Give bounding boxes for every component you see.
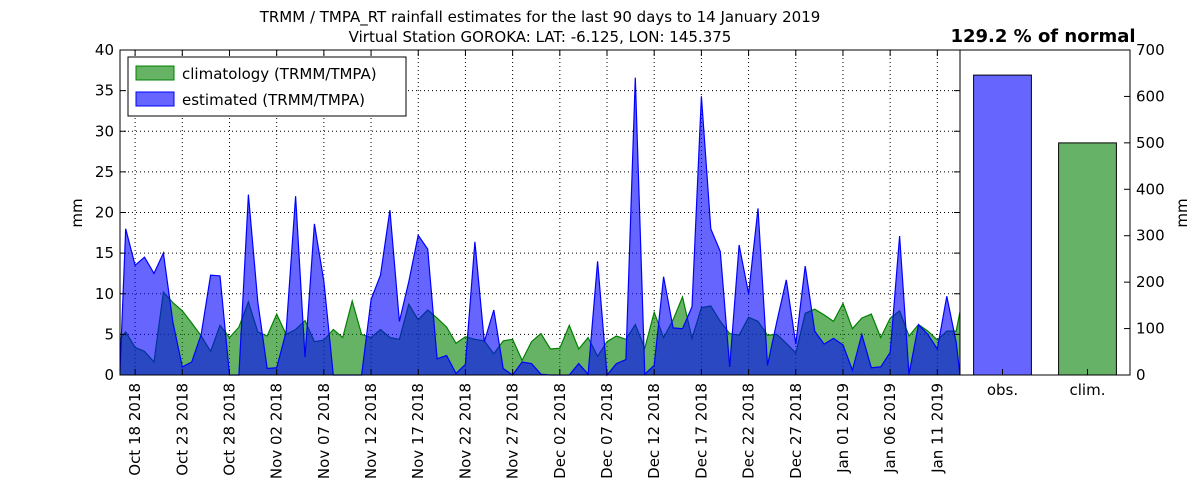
y-tick-label: 30: [95, 122, 114, 140]
bar-y-tick-label: 700: [1136, 41, 1165, 59]
estimated-area: [120, 77, 960, 375]
bar-observed: [973, 74, 1032, 376]
y-tick-label: 15: [95, 244, 114, 262]
bar-y-tick-label: 300: [1136, 227, 1165, 245]
bar-x-tick-label: clim.: [1070, 381, 1106, 399]
chart-title: TRMM / TMPA_RT rainfall estimates for th…: [259, 8, 821, 27]
y-tick-label: 20: [95, 204, 114, 222]
legend-label-climatology: climatology (TRMM/TMPA): [182, 65, 377, 83]
bar-climatology: [1058, 142, 1117, 376]
x-tick-label: Dec 12 2018: [645, 383, 663, 479]
bar-y-tick-label: 0: [1136, 366, 1146, 384]
x-tick-label: Dec 07 2018: [598, 383, 616, 479]
main-xticks: Oct 18 2018 Oct 23 2018 Oct 28 2018 Nov 02 …: [126, 50, 946, 479]
bar-bars: [973, 74, 1117, 376]
x-tick-label: Dec 27 2018: [787, 383, 805, 479]
legend-swatch-estimated: [135, 91, 175, 107]
main-y-axis-label: mm: [68, 198, 86, 227]
x-tick-label: Nov 02 2018: [268, 383, 286, 479]
x-tick-label: Jan 06 2019: [881, 383, 899, 474]
chart-subtitle: Virtual Station GOROKA: LAT: -6.125, LON…: [349, 28, 732, 46]
y-tick-label: 5: [104, 325, 114, 343]
x-tick-label: Nov 27 2018: [504, 383, 522, 479]
bar-y-axis-label: mm: [1173, 198, 1191, 227]
x-tick-label: Oct 23 2018: [173, 383, 191, 476]
x-tick-label: Nov 12 2018: [362, 383, 380, 479]
bar-y-tick-label: 600: [1136, 87, 1165, 105]
main-yticks: 0 5 10 15 20 25 30 35 40: [95, 41, 960, 384]
x-tick-label: Nov 22 2018: [456, 383, 474, 479]
x-tick-label: Nov 17 2018: [409, 383, 427, 479]
x-tick-label: Jan 01 2019: [834, 383, 852, 474]
bar-y-tick-label: 100: [1136, 320, 1165, 338]
x-tick-label: Dec 02 2018: [551, 383, 569, 479]
main-areas: [119, 77, 961, 377]
x-tick-label: Nov 07 2018: [315, 383, 333, 479]
bar-y-tick-label: 200: [1136, 273, 1165, 291]
x-tick-label: Dec 22 2018: [740, 383, 758, 479]
y-tick-label: 0: [104, 366, 114, 384]
bar-yticks: 0 100 200 300 400 500 600 700: [1124, 41, 1165, 384]
x-tick-label: Jan 11 2019: [928, 383, 946, 474]
x-tick-label: Oct 28 2018: [220, 383, 238, 476]
bar-plot: 0 100 200 300 400 500 600 700 obs. clim. mm: [959, 41, 1191, 399]
y-tick-label: 10: [95, 285, 114, 303]
legend-label-estimated: estimated (TRMM/TMPA): [182, 91, 365, 109]
bar-y-tick-label: 500: [1136, 134, 1165, 152]
estimated-line: [119, 77, 961, 377]
bar-xticks: obs. clim.: [987, 369, 1106, 399]
bar-x-tick-label: obs.: [987, 381, 1018, 399]
legend-swatch-climatology: [135, 65, 175, 81]
y-tick-label: 40: [95, 41, 114, 59]
x-tick-label: Oct 18 2018: [126, 383, 144, 476]
percent-of-normal: 129.2 % of normal: [950, 26, 1135, 47]
bar-y-tick-label: 400: [1136, 180, 1165, 198]
y-tick-label: 25: [95, 163, 114, 181]
x-tick-label: Dec 17 2018: [692, 383, 710, 479]
legend: climatology (TRMM/TMPA) estimated (TRMM/…: [127, 56, 407, 117]
y-tick-label: 35: [95, 82, 114, 100]
bar-plot-frame: [959, 49, 1131, 376]
